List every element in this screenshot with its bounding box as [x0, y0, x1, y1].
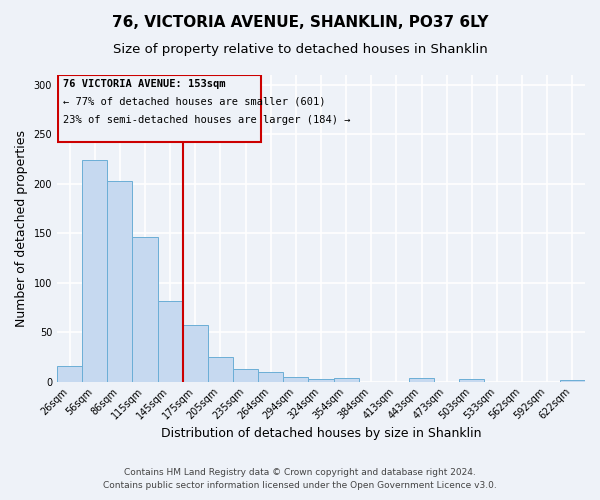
Y-axis label: Number of detached properties: Number of detached properties [15, 130, 28, 327]
X-axis label: Distribution of detached houses by size in Shanklin: Distribution of detached houses by size … [161, 427, 481, 440]
Bar [158, 300, 183, 382]
Bar [107, 181, 133, 382]
Text: 76 VICTORIA AVENUE: 153sqm: 76 VICTORIA AVENUE: 153sqm [62, 79, 225, 89]
Text: 23% of semi-detached houses are larger (184) →: 23% of semi-detached houses are larger (… [62, 114, 350, 124]
Text: ← 77% of detached houses are smaller (601): ← 77% of detached houses are smaller (60… [62, 97, 325, 107]
Bar [308, 378, 334, 382]
Bar [233, 369, 258, 382]
FancyBboxPatch shape [58, 75, 260, 142]
Bar [183, 326, 208, 382]
Bar [82, 160, 107, 382]
Bar [560, 380, 585, 382]
Text: Size of property relative to detached houses in Shanklin: Size of property relative to detached ho… [113, 42, 487, 56]
Bar [57, 366, 82, 382]
Bar [409, 378, 434, 382]
Bar [133, 237, 158, 382]
Bar [258, 372, 283, 382]
Text: 76, VICTORIA AVENUE, SHANKLIN, PO37 6LY: 76, VICTORIA AVENUE, SHANKLIN, PO37 6LY [112, 15, 488, 30]
Bar [334, 378, 359, 382]
Text: Contains HM Land Registry data © Crown copyright and database right 2024.
Contai: Contains HM Land Registry data © Crown c… [103, 468, 497, 490]
Bar [459, 378, 484, 382]
Bar [283, 376, 308, 382]
Bar [208, 357, 233, 382]
